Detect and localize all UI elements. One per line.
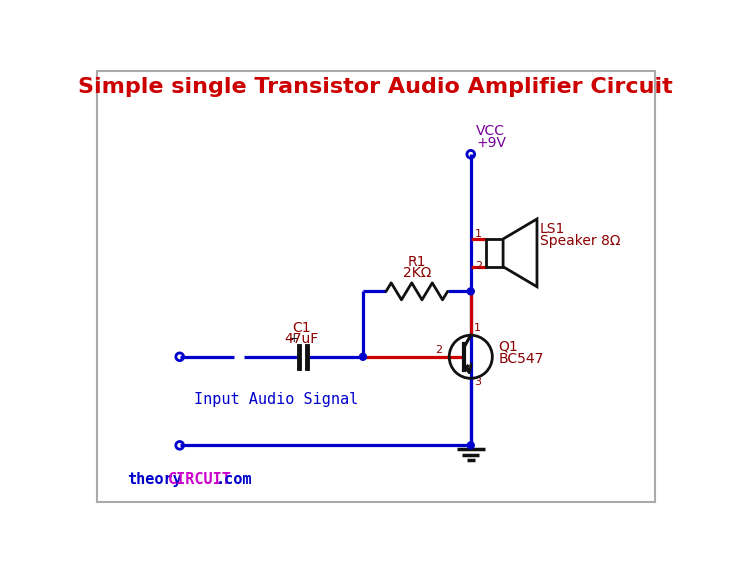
Text: VCC: VCC (476, 124, 505, 138)
Text: LS1: LS1 (540, 222, 565, 236)
Text: Q1: Q1 (498, 340, 518, 354)
Text: CIRCUIT: CIRCUIT (167, 472, 231, 488)
Text: Simple single Transistor Audio Amplifier Circuit: Simple single Transistor Audio Amplifier… (78, 77, 673, 98)
Text: Input Audio Signal: Input Audio Signal (194, 392, 358, 407)
Text: theory: theory (128, 472, 182, 488)
Polygon shape (503, 219, 537, 287)
Text: R1: R1 (408, 255, 426, 269)
Text: C1: C1 (292, 321, 311, 335)
Bar (486, 239, 503, 266)
Text: 2: 2 (435, 345, 443, 355)
Text: Speaker 8Ω: Speaker 8Ω (540, 234, 621, 248)
Text: +: + (289, 332, 299, 345)
Text: 1: 1 (474, 323, 481, 333)
Text: +9V: +9V (476, 136, 507, 150)
Text: 1: 1 (475, 229, 482, 239)
Text: BC547: BC547 (498, 352, 544, 366)
Text: 3: 3 (474, 376, 481, 387)
Text: 2: 2 (475, 261, 482, 271)
Circle shape (468, 442, 474, 449)
Text: 2KΩ: 2KΩ (402, 266, 431, 280)
Text: 47uF: 47uF (284, 332, 319, 346)
Circle shape (468, 288, 474, 295)
Circle shape (359, 353, 366, 360)
Text: .com: .com (216, 472, 252, 488)
